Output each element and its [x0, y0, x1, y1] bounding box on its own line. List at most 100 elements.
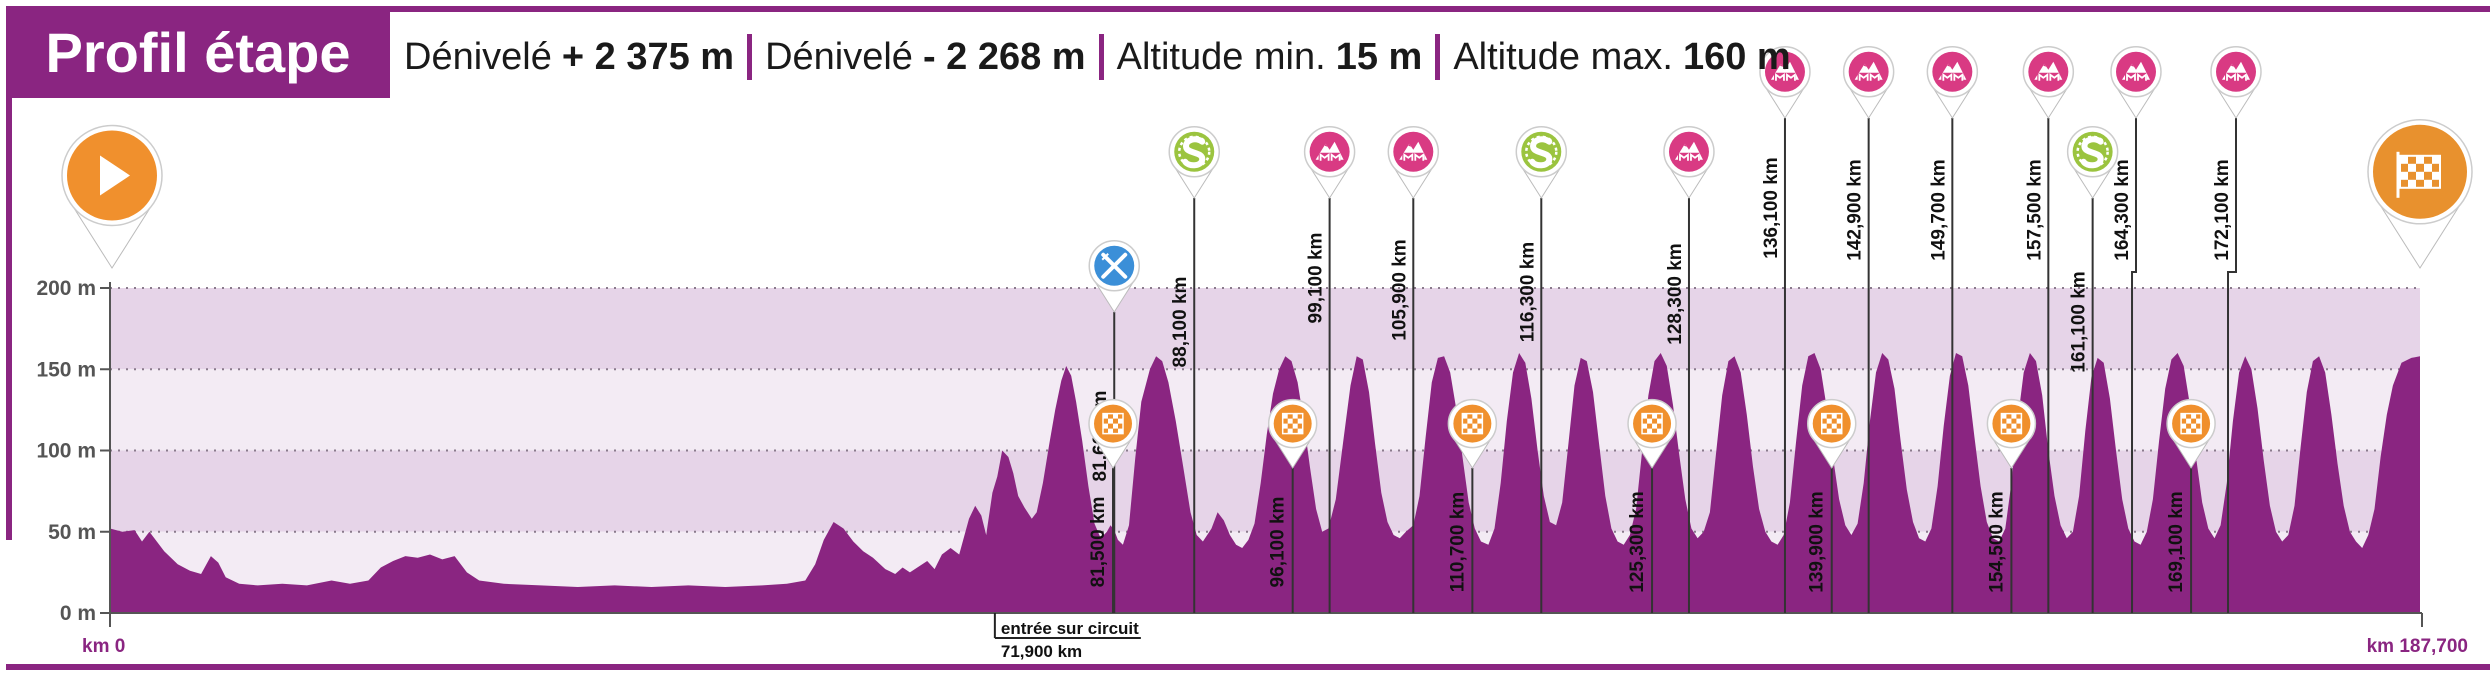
marker-km-label: 157,500 km: [2024, 159, 2045, 260]
checker-square: [1118, 428, 1124, 434]
mountain-label-bg: [1773, 72, 1796, 82]
checker-square: [2186, 418, 2192, 424]
mountain-label-bg: [2225, 72, 2247, 82]
marker-climb: 99,100 km: [1303, 126, 1356, 613]
sprint-ring: [2076, 135, 2109, 168]
stat-value: + 2 375 m: [561, 35, 735, 78]
stat-elevation-loss: Dénivelé - 2 268 m: [765, 36, 1086, 79]
marker-km-label: 110,700 km: [1447, 492, 1468, 592]
marker-finish-line: 110,700 km: [1447, 398, 1498, 613]
page-title: Profil étape: [45, 20, 351, 84]
sprint-ring: [1177, 135, 1211, 168]
marker-km-label: 139,900 km: [1807, 491, 1828, 592]
marker-km-label: 116,300 km: [1517, 242, 1538, 342]
marker-km-label: 172,100 km: [2212, 159, 2233, 260]
checker-square: [2400, 171, 2408, 180]
checker-square: [1292, 423, 1298, 429]
checker-square: [1287, 418, 1293, 424]
marker-km-label: 161,100 km: [2069, 271, 2090, 372]
marker-finish-line: 125,300 km: [1627, 398, 1677, 613]
mountain-m: [2049, 72, 2060, 81]
checker-square: [1472, 413, 1478, 419]
frame-bottom-border: [6, 664, 2490, 670]
checker-square: [2424, 163, 2432, 172]
stat-value: - 2 268 m: [922, 35, 1086, 78]
mountain-snow: [1779, 63, 1783, 67]
marker-km-label: 125,300 km: [1627, 491, 1648, 592]
marker-km-label: 128,300 km: [1665, 243, 1686, 344]
mountain-snow: [1408, 143, 1412, 147]
marker-finish-line: 96,100 km: [1268, 398, 1318, 613]
mountain-snow: [1324, 143, 1328, 147]
checker-square: [2432, 155, 2440, 164]
checker-square: [1297, 418, 1303, 424]
finish-flag-icon: [2367, 119, 2473, 269]
marker-km-label: 164,300 km: [2112, 159, 2133, 260]
y-tick-label: 0 m: [60, 602, 96, 625]
circuit-entry-label: entrée sur circuit: [1001, 619, 1139, 638]
stat-label: Dénivelé: [404, 35, 552, 78]
feed-zone-icon: [1088, 240, 1140, 313]
mountain-m: [2137, 72, 2147, 81]
checker-square: [2432, 171, 2440, 180]
sprint-icon: [1515, 126, 1568, 199]
climb-icon: [1926, 46, 1979, 119]
marker-km-label: 142,900 km: [1845, 159, 1866, 260]
checker-square: [1103, 423, 1109, 429]
stat-label: Altitude max.: [1453, 35, 1673, 78]
checker-square: [1831, 413, 1837, 419]
sprint-icon: [2066, 126, 2119, 199]
marker-line: [2131, 118, 2137, 613]
climb-icon: [1303, 126, 1356, 199]
frame-left-border: [6, 98, 12, 540]
knife-handle: [1101, 252, 1128, 279]
mountain-m: [1319, 152, 1330, 161]
checker-frame: [1102, 412, 1124, 435]
mountain-m: [1775, 72, 1785, 81]
marker-sprint: 88,100 km: [1168, 126, 1220, 613]
checker-square: [2400, 155, 2408, 164]
checker-square: [1642, 413, 1648, 419]
sprint-s: [1529, 136, 1553, 169]
checker-square: [1108, 428, 1114, 434]
checker-frame: [1461, 412, 1484, 435]
checker-square: [2408, 179, 2416, 188]
mountain-m: [1330, 152, 1341, 161]
checker-square: [2001, 423, 2007, 429]
checker-square: [2181, 413, 2187, 419]
mountain-m: [1403, 152, 1414, 161]
mountain-m: [1869, 72, 1880, 81]
climb-icon: [2110, 46, 2162, 119]
finish-line-icon: [1447, 398, 1498, 469]
finish-line-icon: [1088, 398, 1138, 469]
checker-square: [1462, 413, 1468, 419]
mountain-m: [1942, 72, 1953, 81]
mountain-label-bg: [2125, 72, 2147, 82]
marker-finish-line: 154,500 km: [1986, 398, 2037, 613]
checker-square: [2016, 418, 2022, 424]
checker-square: [1826, 418, 1832, 424]
checker-frame: [2180, 412, 2202, 435]
title-banner: Profil étape: [6, 6, 390, 98]
mountain-m: [1953, 72, 1964, 81]
sprint-s: [2080, 136, 2104, 169]
sprint-icon: [1168, 126, 1220, 199]
marker-climb: 157,500 km: [2022, 46, 2075, 613]
play-triangle: [100, 155, 130, 196]
stat-elevation-gain: Dénivelé + 2 375 m: [404, 36, 734, 79]
start-play-icon: [61, 124, 163, 269]
marker-climb: 128,300 km: [1663, 126, 1715, 613]
mountain-snow: [1683, 143, 1687, 147]
checker-square: [1647, 428, 1653, 434]
marker-km-label: 154,500 km: [1986, 491, 2007, 592]
checker-square: [1467, 418, 1473, 424]
marker-km-label: 136,100 km: [1761, 157, 1782, 258]
checker-square: [2016, 428, 2022, 434]
checker-square: [2006, 428, 2012, 434]
checker-square: [2006, 418, 2012, 424]
marker-finish-line: 169,100 km: [2166, 398, 2216, 613]
checker-square: [1477, 418, 1483, 424]
checker-square: [2186, 428, 2192, 434]
mountain-m: [1858, 72, 1869, 81]
circuit-entry-km: 71,900 km: [1001, 642, 1082, 661]
